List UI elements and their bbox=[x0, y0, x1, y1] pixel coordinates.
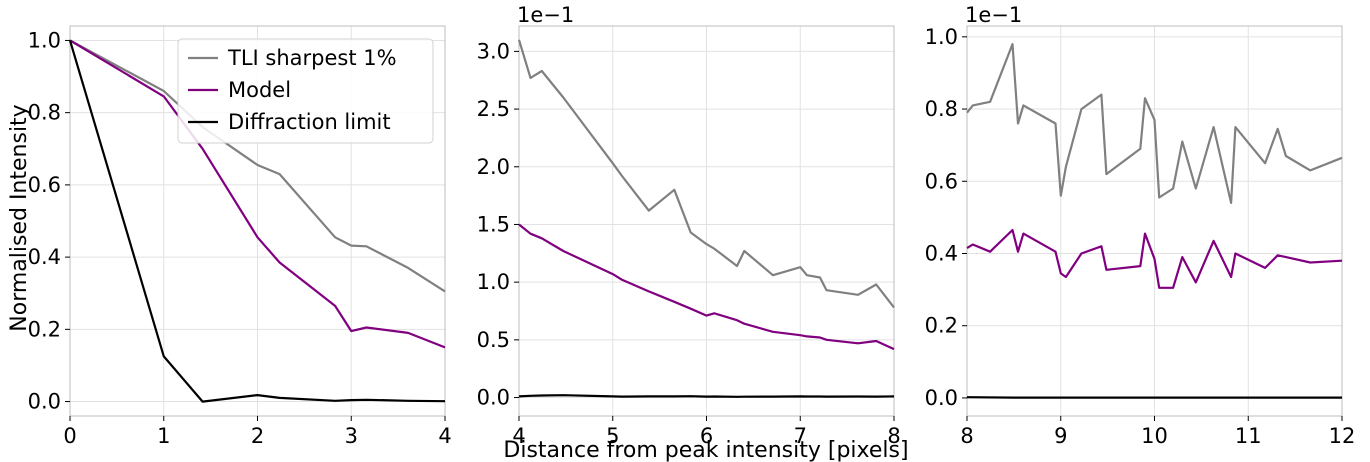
legend-entry-model: Model bbox=[228, 78, 291, 102]
panel-2: 4 5 6 7 8 0.0 0.5 1.0 1.5 2.0 2.5 3.0 1e−1 bbox=[477, 3, 901, 448]
series-line-diffraction-limit bbox=[518, 394, 895, 398]
x-tick-label: 4 bbox=[438, 424, 451, 448]
legend-entry-tli: TLI sharpest 1% bbox=[227, 46, 397, 70]
y-tick-label: 2.0 bbox=[477, 155, 510, 179]
y-tick-label: 0.0 bbox=[925, 386, 958, 410]
x-tick-label: 0 bbox=[63, 424, 76, 448]
panel-3: 8 9 10 11 12 0.0 0.2 0.4 0.6 0.8 1.0 1e−1 bbox=[925, 3, 1356, 448]
y-tick-label: 3.0 bbox=[477, 39, 510, 63]
x-tick-label: 5 bbox=[606, 424, 619, 448]
legend-entry-diffraction: Diffraction limit bbox=[228, 110, 391, 134]
x-tick-label: 4 bbox=[512, 424, 525, 448]
x-tick-label: 12 bbox=[1329, 424, 1356, 448]
x-tick-label: 8 bbox=[887, 424, 900, 448]
y-tick-label: 0.2 bbox=[925, 314, 958, 338]
x-tick-label: 3 bbox=[345, 424, 358, 448]
y-tick-label: 0.6 bbox=[28, 173, 61, 197]
y-tick-label: 1.0 bbox=[28, 28, 61, 52]
series-line-tli-sharpest-1 bbox=[517, 39, 895, 309]
y-tick-label: 1.0 bbox=[925, 25, 958, 49]
y-tick-label: 1.5 bbox=[477, 212, 510, 236]
x-tick-label: 6 bbox=[700, 424, 713, 448]
y-tick-label: 0.8 bbox=[925, 97, 958, 121]
y-axis-label: Normalised Intensity bbox=[7, 104, 32, 331]
x-tick-label: 8 bbox=[960, 424, 973, 448]
y-tick-label: 0.0 bbox=[477, 386, 510, 410]
x-tick-label: 9 bbox=[1054, 424, 1067, 448]
y-tick-label: 0.6 bbox=[925, 169, 958, 193]
x-tick-label: 11 bbox=[1235, 424, 1262, 448]
y-tick-label: 0.4 bbox=[28, 245, 61, 269]
axis-offset-label: 1e−1 bbox=[517, 3, 574, 27]
y-tick-label: 0.4 bbox=[925, 242, 958, 266]
x-axis-label: Distance from peak intensity [pixels] bbox=[503, 438, 908, 462]
y-tick-label: 0.5 bbox=[477, 328, 510, 352]
series-line-model bbox=[518, 223, 895, 351]
y-tick-label: 1.0 bbox=[477, 270, 510, 294]
y-tick-label: 0.8 bbox=[28, 101, 61, 125]
y-tick-label: 0.2 bbox=[28, 317, 61, 341]
y-tick-label: 2.5 bbox=[477, 97, 510, 121]
y-tick-label: 0.0 bbox=[28, 390, 61, 414]
x-tick-label: 2 bbox=[251, 424, 264, 448]
x-tick-label: 1 bbox=[157, 424, 170, 448]
series-line-model bbox=[966, 228, 1343, 289]
series-line-diffraction-limit bbox=[68, 40, 446, 403]
series-line-tli-sharpest-1 bbox=[966, 42, 1343, 204]
legend: TLI sharpest 1% Model Diffraction limit bbox=[177, 38, 434, 144]
legend-box bbox=[177, 38, 434, 144]
axis-offset-label: 1e−1 bbox=[965, 3, 1022, 27]
x-tick-label: 10 bbox=[1141, 424, 1168, 448]
x-tick-label: 7 bbox=[794, 424, 807, 448]
